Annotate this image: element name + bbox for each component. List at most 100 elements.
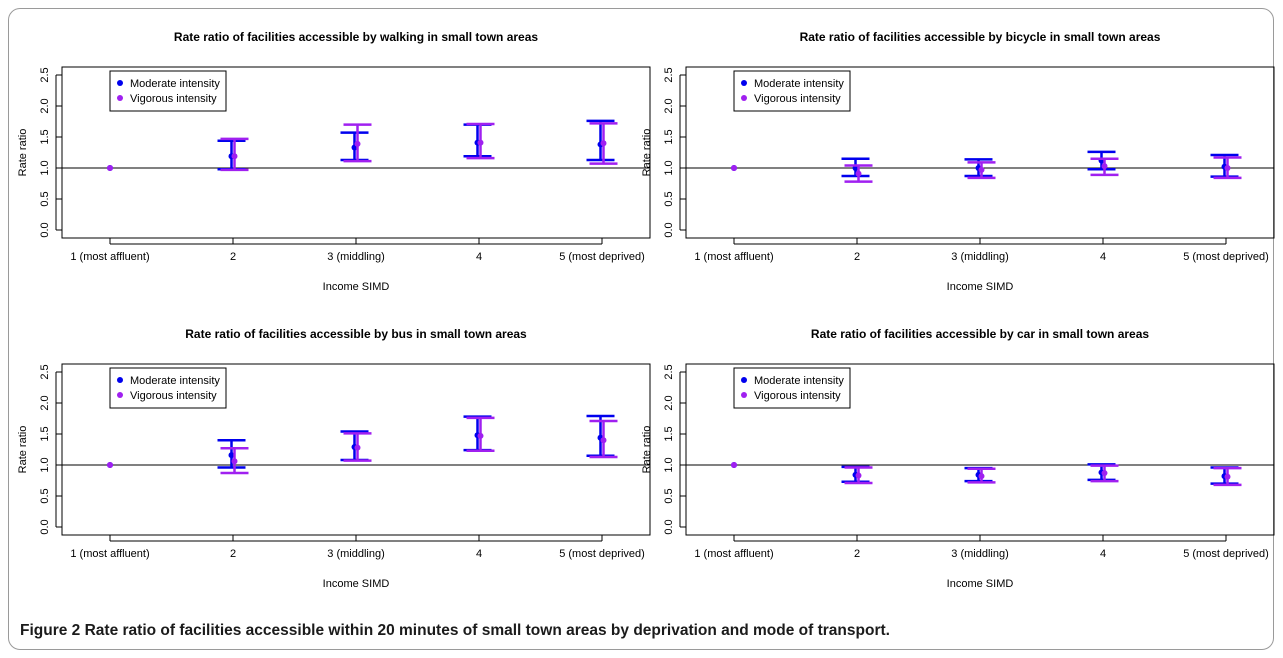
y-tick-label: 1.5 <box>39 426 51 441</box>
x-axis-label: Income SIMD <box>947 578 1014 590</box>
data-point <box>1224 473 1231 480</box>
data-point <box>231 153 238 160</box>
legend-label: Vigorous intensity <box>130 390 217 402</box>
legend-marker <box>117 95 123 101</box>
legend-marker <box>117 80 123 86</box>
data-point <box>600 437 607 444</box>
legend-marker <box>741 392 747 398</box>
figure-panels: Rate ratio of facilities accessible by w… <box>17 30 1275 590</box>
x-axis-label: Income SIMD <box>323 578 390 590</box>
y-tick-label: 1.0 <box>39 457 51 472</box>
y-axis-label: Rate ratio <box>641 426 653 474</box>
data-point <box>107 462 113 468</box>
data-point <box>228 452 235 459</box>
y-tick-label: 0.0 <box>39 519 51 534</box>
y-tick-label: 2.0 <box>39 395 51 410</box>
y-tick-label: 1.5 <box>663 426 675 441</box>
legend-marker <box>741 95 747 101</box>
x-tick-label: 3 (middling) <box>327 251 384 263</box>
x-tick-label: 4 <box>1100 548 1106 560</box>
figure-frame <box>8 8 1274 650</box>
y-tick-label: 2.5 <box>39 67 51 82</box>
data-point <box>1101 470 1108 477</box>
data-point <box>354 444 361 451</box>
y-tick-label: 0.5 <box>39 488 51 503</box>
data-point <box>107 165 113 171</box>
x-tick-label: 4 <box>1100 251 1106 263</box>
legend-label: Vigorous intensity <box>130 93 217 105</box>
y-tick-label: 0.5 <box>39 191 51 206</box>
y-tick-label: 1.5 <box>39 129 51 144</box>
x-tick-label: 4 <box>476 251 482 263</box>
y-tick-label: 0.0 <box>663 222 675 237</box>
legend-label: Vigorous intensity <box>754 93 841 105</box>
legend-marker <box>741 377 747 383</box>
y-tick-label: 2.0 <box>663 395 675 410</box>
data-point <box>978 166 985 173</box>
x-axis-label: Income SIMD <box>947 281 1014 293</box>
y-tick-label: 1.0 <box>663 457 675 472</box>
x-tick-label: 5 (most deprived) <box>559 251 645 263</box>
legend-label: Moderate intensity <box>754 375 844 387</box>
y-tick-label: 0.5 <box>663 488 675 503</box>
x-tick-label: 2 <box>854 548 860 560</box>
y-tick-label: 2.5 <box>663 364 675 379</box>
data-point <box>731 462 737 468</box>
y-tick-label: 2.5 <box>39 364 51 379</box>
data-point <box>477 432 484 439</box>
y-tick-label: 0.0 <box>663 519 675 534</box>
y-tick-label: 2.0 <box>39 98 51 113</box>
x-tick-label: 3 (middling) <box>951 251 1008 263</box>
data-point <box>231 458 238 465</box>
x-tick-label: 3 (middling) <box>951 548 1008 560</box>
x-axis-label: Income SIMD <box>323 281 390 293</box>
x-tick-label: 1 (most affluent) <box>70 548 149 560</box>
data-point <box>477 139 484 146</box>
figure-caption-text: Rate ratio of facilities accessible with… <box>84 622 890 639</box>
x-tick-label: 5 (most deprived) <box>1183 548 1269 560</box>
legend-label: Moderate intensity <box>130 78 220 90</box>
legend-marker <box>117 377 123 383</box>
x-tick-label: 4 <box>476 548 482 560</box>
legend-box <box>733 70 851 112</box>
x-tick-label: 2 <box>230 251 236 263</box>
legend-box <box>109 70 227 112</box>
data-point <box>600 140 607 147</box>
y-tick-label: 2.0 <box>663 98 675 113</box>
y-tick-label: 1.5 <box>663 129 675 144</box>
x-tick-label: 5 (most deprived) <box>1183 251 1269 263</box>
x-tick-label: 1 (most affluent) <box>694 548 773 560</box>
chart-title: Rate ratio of facilities accessible by w… <box>174 30 538 44</box>
x-tick-label: 2 <box>230 548 236 560</box>
data-point <box>855 472 862 479</box>
data-point <box>354 140 361 147</box>
x-tick-label: 2 <box>854 251 860 263</box>
data-point <box>1101 163 1108 170</box>
chart-title: Rate ratio of facilities accessible by b… <box>185 327 527 341</box>
y-axis-label: Rate ratio <box>17 426 29 474</box>
legend-box <box>733 367 851 409</box>
data-point <box>978 473 985 480</box>
x-tick-label: 3 (middling) <box>327 548 384 560</box>
x-tick-label: 1 (most affluent) <box>694 251 773 263</box>
y-axis-label: Rate ratio <box>641 129 653 177</box>
legend-label: Vigorous intensity <box>754 390 841 402</box>
legend-label: Moderate intensity <box>130 375 220 387</box>
legend-marker <box>117 392 123 398</box>
data-point <box>731 165 737 171</box>
figure-caption: Figure 2 Rate ratio of facilities access… <box>20 622 890 640</box>
data-point <box>1224 165 1231 171</box>
y-tick-label: 2.5 <box>663 67 675 82</box>
legend-label: Moderate intensity <box>754 78 844 90</box>
figure-label: Figure 2 <box>20 622 81 639</box>
y-tick-label: 1.0 <box>39 160 51 175</box>
y-tick-label: 0.5 <box>663 191 675 206</box>
legend-marker <box>741 80 747 86</box>
x-tick-label: 5 (most deprived) <box>559 548 645 560</box>
chart-title: Rate ratio of facilities accessible by b… <box>800 30 1161 44</box>
legend-box <box>109 367 227 409</box>
y-axis-label: Rate ratio <box>17 129 29 177</box>
data-point <box>855 170 862 177</box>
x-tick-label: 1 (most affluent) <box>70 251 149 263</box>
y-tick-label: 0.0 <box>39 222 51 237</box>
